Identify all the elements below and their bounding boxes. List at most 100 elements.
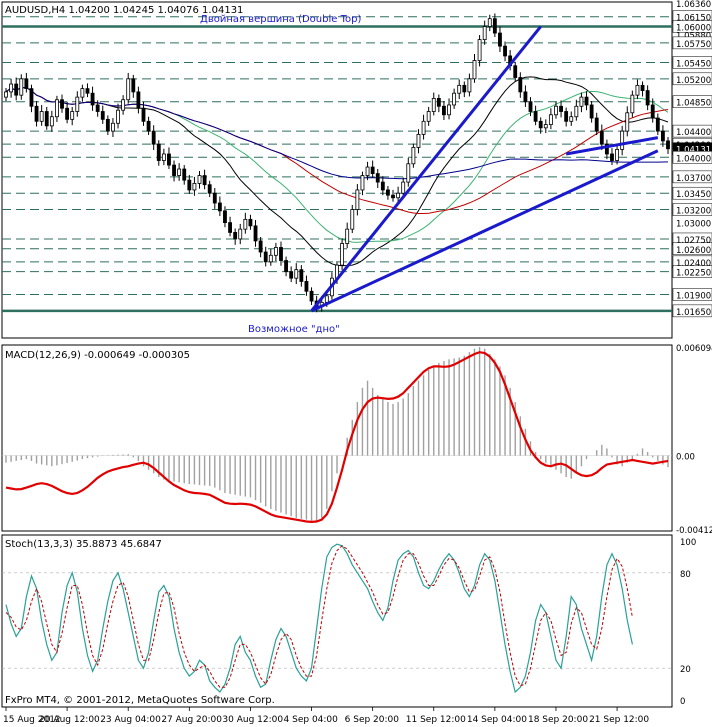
candle-body	[594, 117, 599, 132]
candle-body	[126, 78, 131, 101]
price-tick-label: 1.05200	[676, 76, 711, 86]
price-label-box	[672, 95, 712, 108]
time-tick-label: 27 Aug 20:00	[161, 715, 222, 725]
stoch-tick-label: 0	[680, 697, 685, 707]
candle-body	[151, 130, 156, 145]
candle-body	[80, 88, 85, 98]
candle-body	[228, 222, 232, 233]
candle-body	[436, 98, 441, 107]
macd-axis: 0.006094 0.00 -0.00412	[676, 344, 712, 536]
price-label-box	[672, 36, 712, 50]
candle-body	[70, 111, 75, 120]
stoch-signal-line	[5, 545, 633, 688]
candle-body	[482, 26, 487, 41]
candle-body	[233, 232, 238, 240]
candle-body	[161, 153, 166, 161]
time-tick-label: 14 Sep 04:00	[467, 715, 527, 725]
candle-body	[655, 117, 660, 132]
candle-body	[386, 189, 390, 196]
candle-body	[610, 153, 614, 161]
candle-body	[49, 116, 54, 127]
trendlines	[310, 25, 659, 313]
candle-body	[289, 271, 294, 279]
price-label-box	[672, 72, 712, 86]
candle-body	[452, 92, 457, 106]
candle-body	[660, 130, 665, 142]
candle-body	[426, 111, 431, 122]
price-label-box	[672, 56, 712, 69]
candle-body	[589, 104, 594, 119]
candle-body	[24, 78, 29, 90]
candle-body	[197, 175, 202, 184]
macd-tick-label: 0.00	[676, 453, 695, 463]
candle-body	[116, 109, 120, 124]
stoch-title: Stoch(13,3,3) 35.8873 45.6847	[5, 539, 162, 550]
price-tick-label: 1.03200	[676, 207, 711, 217]
stoch-tick-label: 80	[680, 570, 691, 580]
candle-body	[462, 84, 467, 93]
candle-body	[258, 240, 263, 253]
candle-body	[548, 114, 553, 125]
candle-body	[615, 149, 619, 161]
candle-body	[212, 192, 217, 204]
price-label-box	[672, 304, 712, 318]
candle-body	[513, 65, 518, 78]
candle-body	[645, 90, 650, 106]
moving-average-line	[5, 86, 669, 180]
price-tick-label: 1.04131	[676, 146, 711, 156]
trendline	[310, 25, 542, 312]
candle-body	[416, 133, 421, 148]
candle-body	[666, 140, 670, 150]
candle-body	[182, 168, 187, 181]
candle-body	[380, 181, 385, 191]
candle-body	[253, 225, 258, 242]
candle-body	[391, 194, 395, 199]
macd-histogram	[2, 347, 672, 522]
candle-body	[635, 84, 640, 96]
support-resistance-levels	[2, 16, 672, 313]
candle-body	[477, 39, 482, 61]
candle-body	[431, 98, 436, 112]
macd-panel-frame	[1, 344, 673, 532]
candle-body	[528, 101, 533, 112]
stoch-panel-frame	[1, 534, 673, 708]
candle-body	[492, 18, 497, 34]
candle-body	[518, 77, 523, 93]
annotation-possible-bottom: Возможное "дно"	[248, 324, 340, 335]
candle-body	[350, 209, 355, 230]
candle-body	[39, 111, 44, 122]
candle-body	[85, 88, 90, 94]
candle-body	[604, 143, 609, 155]
candle-body	[421, 120, 426, 135]
price-tick-label: 1.04850	[676, 99, 711, 109]
time-tick-label: 30 Aug 12:00	[222, 715, 283, 725]
candle-body	[304, 281, 309, 292]
candle-body	[396, 192, 401, 199]
annotation-double-top: Двойная вершина (Double Top)	[200, 14, 361, 25]
candle-body	[141, 107, 146, 122]
candle-body	[243, 218, 248, 230]
candle-body	[90, 92, 95, 106]
candle-body	[60, 99, 64, 109]
candle-body	[599, 130, 604, 145]
price-tick-label: 1.06150	[676, 14, 711, 24]
candle-body	[533, 111, 538, 122]
candle-body	[223, 210, 227, 224]
price-tick-label: 1.06000	[676, 24, 711, 34]
macd-signal-polyline	[5, 351, 669, 524]
price-tick-label: 1.02600	[676, 246, 711, 256]
price-tick-label: 1.03000	[676, 220, 711, 230]
price-tick-label: 1.05450	[676, 59, 711, 69]
candle-body	[75, 96, 80, 112]
price-tick-label: 1.01900	[676, 292, 711, 302]
candle-body	[95, 104, 100, 112]
candle-body	[131, 78, 136, 93]
candle-body	[324, 295, 329, 303]
candle-body	[100, 111, 105, 120]
candle-body	[34, 105, 39, 122]
candle-body	[447, 104, 451, 116]
candle-body	[365, 166, 370, 176]
